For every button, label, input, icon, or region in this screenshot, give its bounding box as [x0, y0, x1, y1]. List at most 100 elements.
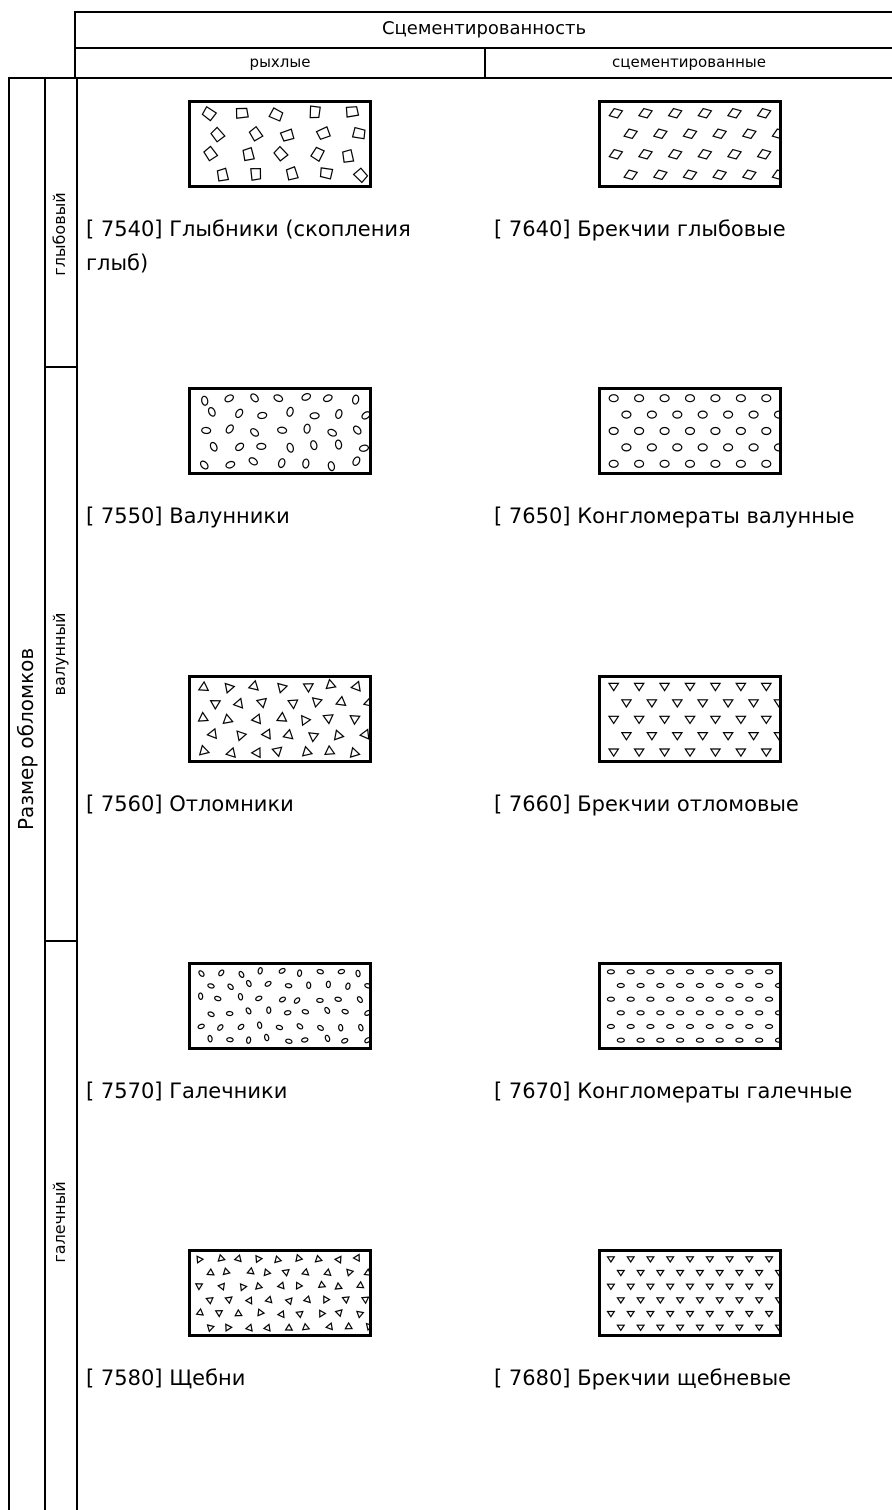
pattern-fragment [735, 394, 746, 403]
pattern-fragment [222, 713, 234, 725]
pattern-fragment [224, 1296, 233, 1305]
pattern-fragment [206, 1267, 215, 1276]
pattern-fragment [725, 1256, 735, 1264]
pattern-fragment [774, 1010, 779, 1016]
pattern-fragment [341, 1037, 349, 1044]
pattern-fragment [255, 1254, 264, 1264]
pattern-fragment [659, 426, 670, 436]
pattern-fragment [725, 996, 734, 1002]
pattern-fragment [327, 428, 338, 437]
pattern-fragment [245, 979, 252, 988]
pattern-fragment [705, 969, 714, 975]
pattern-fragment [316, 997, 324, 1004]
pattern-fragment [608, 394, 619, 403]
pattern-fragment [319, 1309, 327, 1318]
pattern-fragment [255, 697, 268, 709]
pattern-fragment [658, 748, 671, 758]
pattern-fragment [277, 682, 289, 694]
pattern-fragment [232, 697, 244, 709]
pattern-fragment [672, 443, 683, 452]
pattern-swatch-7560 [188, 675, 372, 763]
pattern-fragment [623, 128, 639, 140]
pattern-fragment [218, 969, 225, 977]
pattern-fragment [276, 1309, 285, 1319]
legend-item-7670: [ 7670] Конгломераты галечные [494, 1074, 879, 1108]
group-label-boulder-block: глыбовый [50, 192, 69, 276]
legend-name: Валунники [169, 504, 290, 528]
pattern-fragment [666, 1023, 675, 1030]
pattern-fragment [301, 1322, 311, 1331]
pattern-fragment [645, 1256, 655, 1264]
pattern-fragment [774, 1037, 779, 1043]
pattern-fragment [275, 1024, 284, 1031]
pattern-fragment [250, 713, 262, 725]
pattern-fragment [773, 410, 779, 419]
pattern-fragment [710, 459, 721, 468]
pattern-fragment [309, 105, 321, 119]
legend-name: Брекчии глыбовые [577, 217, 786, 241]
pattern-fragment [637, 107, 654, 119]
pattern-fragment [756, 148, 772, 160]
pattern-fragment [626, 1310, 636, 1318]
legend-code: [ 7670] [494, 1079, 571, 1103]
pattern-fragment [201, 395, 209, 406]
pattern-fragment [695, 1269, 705, 1277]
pattern-fragment [725, 1023, 734, 1030]
pattern-fragment [355, 1280, 365, 1289]
pattern-fragment [722, 699, 734, 709]
pattern-fragment [675, 1269, 685, 1277]
pattern-fragment [637, 148, 654, 160]
pattern-fragment [685, 996, 695, 1002]
pattern-fragment [201, 105, 218, 122]
pattern-fragment [748, 410, 759, 419]
pattern-fragment [257, 1308, 266, 1317]
pattern-fragment [726, 148, 743, 160]
pattern-fragment [633, 748, 645, 758]
pattern-fragment [715, 1324, 725, 1332]
pattern-fragment [722, 731, 734, 741]
pattern-fragment [760, 715, 773, 725]
pattern-fragment [301, 1009, 310, 1015]
pattern-fragment [301, 745, 314, 757]
pattern-fragment [311, 697, 324, 709]
pattern-fragment [358, 1023, 364, 1032]
pattern-fragment [310, 146, 326, 163]
pattern-fragment [224, 394, 234, 403]
pattern-fragment [317, 1280, 327, 1289]
pattern-fragment [227, 983, 234, 991]
pattern-fragment [302, 683, 315, 694]
pattern-fragment [715, 982, 724, 989]
pattern-fragment [684, 715, 696, 725]
pattern-fragment [633, 426, 645, 436]
pattern-fragment [636, 1010, 645, 1016]
pattern-fragment [296, 969, 303, 977]
pattern-fragment [358, 444, 369, 452]
pattern-fragment [302, 1294, 312, 1304]
pattern-fragment [774, 1297, 779, 1305]
pattern-fragment [725, 1310, 735, 1318]
pattern-fragment [333, 729, 345, 741]
pattern-fragment [319, 167, 334, 180]
pattern-fragment [715, 1297, 725, 1305]
pattern-fragment [274, 1254, 283, 1264]
pattern-fragment [734, 1297, 744, 1305]
pattern-fragment [645, 1283, 655, 1291]
pattern-fragment [747, 699, 760, 709]
pattern-fragment [279, 128, 295, 142]
pattern-fragment [236, 730, 248, 742]
pattern-fragment [675, 1297, 685, 1305]
pattern-fragment [623, 169, 639, 181]
pattern-fill [607, 682, 779, 758]
pattern-fragment [695, 1297, 705, 1305]
pattern-fragment [744, 1310, 754, 1318]
legend-item-7680: [ 7680] Брекчии щебневые [494, 1361, 879, 1395]
pattern-fragment [665, 1283, 675, 1291]
pattern-fragment [658, 715, 671, 725]
pattern-swatch-7670 [598, 962, 782, 1050]
pattern-fragment [250, 428, 260, 437]
pattern-fragment [285, 166, 299, 181]
pattern-fragment [242, 146, 255, 162]
pattern-fragment [773, 699, 779, 709]
pattern-fragment [606, 1256, 616, 1264]
pattern-fragment [652, 128, 668, 140]
